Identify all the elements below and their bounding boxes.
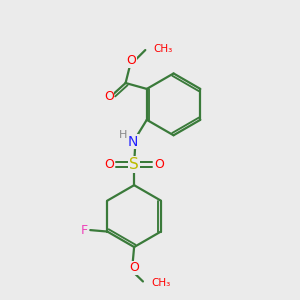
Text: H: H (119, 130, 128, 140)
Text: CH₃: CH₃ (151, 278, 170, 288)
Text: O: O (154, 158, 164, 171)
Text: N: N (128, 135, 138, 148)
Text: S: S (129, 157, 139, 172)
Text: O: O (127, 54, 136, 68)
Text: F: F (81, 224, 88, 237)
Text: CH₃: CH₃ (154, 44, 173, 54)
Text: O: O (104, 158, 114, 171)
Text: O: O (104, 90, 114, 103)
Text: O: O (129, 261, 139, 274)
